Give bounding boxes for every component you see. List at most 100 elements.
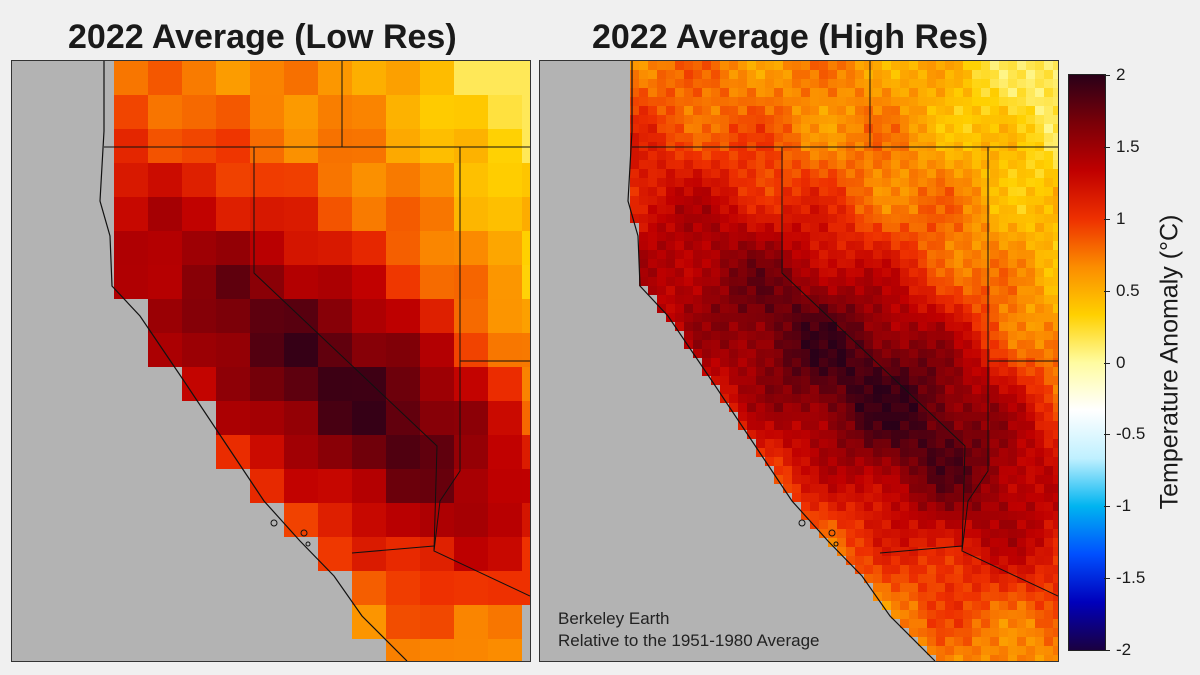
grid-cell — [1017, 412, 1026, 421]
grid-cell — [1035, 349, 1044, 358]
grid-cell — [729, 106, 738, 115]
grid-cell — [819, 196, 828, 205]
grid-cell — [873, 583, 882, 592]
grid-cell — [954, 403, 963, 412]
grid-cell — [873, 61, 882, 70]
grid-cell — [954, 169, 963, 178]
grid-cell — [774, 259, 783, 268]
grid-cell — [936, 169, 945, 178]
grid-cell — [648, 61, 657, 70]
grid-cell — [918, 151, 927, 160]
grid-cell — [1044, 187, 1053, 196]
grid-cell — [873, 376, 882, 385]
grid-cell — [801, 232, 810, 241]
grid-cell — [945, 412, 954, 421]
grid-cell — [963, 277, 972, 286]
grid-cell — [783, 322, 792, 331]
grid-cell — [864, 376, 873, 385]
grid-cell — [1008, 223, 1017, 232]
grid-cell — [250, 435, 284, 469]
grid-cell — [882, 520, 891, 529]
grid-cell — [918, 610, 927, 619]
grid-cell — [711, 286, 720, 295]
grid-cell — [918, 133, 927, 142]
grid-cell — [801, 430, 810, 439]
grid-cell — [522, 401, 530, 435]
grid-cell — [900, 610, 909, 619]
grid-cell — [828, 160, 837, 169]
grid-cell — [981, 196, 990, 205]
grid-cell — [963, 592, 972, 601]
grid-cell — [1053, 538, 1058, 547]
grid-cell — [738, 205, 747, 214]
grid-cell — [756, 295, 765, 304]
grid-cell — [774, 232, 783, 241]
grid-cell — [828, 304, 837, 313]
grid-cell — [963, 412, 972, 421]
grid-cell — [909, 394, 918, 403]
grid-cell — [990, 619, 999, 628]
grid-cell — [1035, 385, 1044, 394]
grid-cell — [954, 259, 963, 268]
grid-cell — [702, 295, 711, 304]
grid-cell — [819, 457, 828, 466]
grid-cell — [810, 367, 819, 376]
grid-cell — [981, 655, 990, 661]
grid-cell — [675, 106, 684, 115]
grid-cell — [1017, 115, 1026, 124]
grid-cell — [918, 385, 927, 394]
grid-cell — [846, 241, 855, 250]
grid-cell — [900, 565, 909, 574]
grid-cell — [420, 367, 454, 401]
grid-cell — [1017, 61, 1026, 70]
grid-cell — [675, 223, 684, 232]
grid-cell — [1026, 223, 1035, 232]
grid-cell — [774, 205, 783, 214]
grid-cell — [909, 385, 918, 394]
grid-cell — [747, 403, 756, 412]
grid-cell — [1008, 619, 1017, 628]
grid-cell — [819, 340, 828, 349]
grid-cell — [386, 571, 420, 605]
grid-cell — [666, 106, 675, 115]
grid-cell — [891, 385, 900, 394]
grid-cell — [990, 97, 999, 106]
grid-cell — [846, 493, 855, 502]
grid-cell — [990, 412, 999, 421]
grid-cell — [810, 169, 819, 178]
colorbar-tick-label: -2 — [1116, 640, 1132, 659]
grid-cell — [819, 376, 828, 385]
grid-cell — [882, 340, 891, 349]
grid-cell — [675, 151, 684, 160]
grid-cell — [990, 556, 999, 565]
grid-cell — [720, 241, 729, 250]
grid-cell — [720, 295, 729, 304]
grid-cell — [1044, 313, 1053, 322]
grid-cell — [846, 124, 855, 133]
grid-cell — [819, 133, 828, 142]
grid-cell — [909, 439, 918, 448]
grid-cell — [810, 88, 819, 97]
grid-cell — [891, 439, 900, 448]
grid-cell — [1017, 448, 1026, 457]
grid-cell — [639, 223, 648, 232]
grid-cell — [945, 655, 954, 661]
grid-cell — [684, 196, 693, 205]
grid-cell — [792, 385, 801, 394]
grid-cell — [783, 250, 792, 259]
grid-cell — [954, 340, 963, 349]
grid-cell — [891, 430, 900, 439]
grid-cell — [945, 259, 954, 268]
grid-cell — [801, 124, 810, 133]
grid-cell — [972, 124, 981, 133]
grid-cell — [216, 95, 250, 129]
grid-cell — [882, 493, 891, 502]
grid-cell — [954, 619, 963, 628]
grid-cell — [828, 385, 837, 394]
grid-cell — [936, 466, 945, 475]
grid-cell — [981, 61, 990, 70]
grid-cell — [873, 457, 882, 466]
grid-cell — [981, 592, 990, 601]
grid-cell — [1026, 466, 1035, 475]
grid-cell — [1026, 331, 1035, 340]
